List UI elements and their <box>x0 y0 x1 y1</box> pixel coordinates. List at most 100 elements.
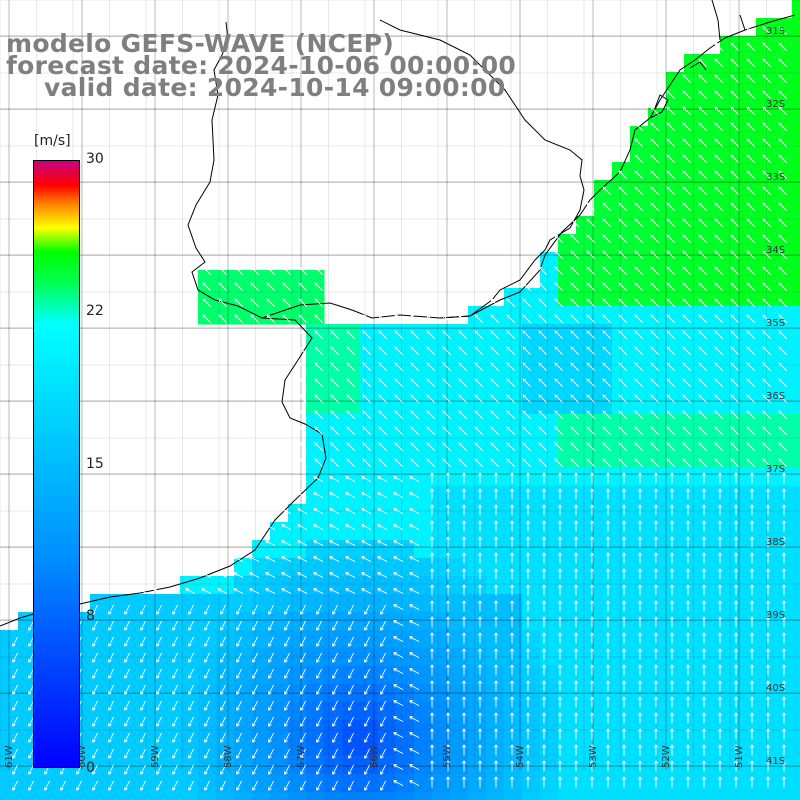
wind-arrow <box>332 604 338 615</box>
wind-arrow <box>750 536 754 548</box>
wind-arrow <box>522 410 531 419</box>
wind-arrow <box>298 330 307 339</box>
longitude-label: 60W <box>77 745 88 768</box>
wind-arrow <box>378 458 387 467</box>
wind-arrow <box>329 588 340 594</box>
wind-arrow <box>188 700 194 711</box>
field-cell <box>684 72 703 91</box>
field-cell <box>486 576 505 595</box>
field-cell <box>738 522 757 541</box>
field-cell <box>738 396 757 415</box>
wind-arrow <box>650 106 659 115</box>
wind-arrow <box>478 744 482 756</box>
wind-arrow <box>252 668 258 679</box>
wind-arrow <box>682 202 691 211</box>
wind-arrow <box>233 588 244 594</box>
wind-arrow <box>666 330 675 339</box>
wind-arrow <box>346 378 355 387</box>
wind-arrow <box>265 540 276 546</box>
wind-arrow <box>606 696 610 708</box>
wind-arrow <box>734 728 738 740</box>
field-cell <box>702 576 721 595</box>
field-cell <box>414 504 433 523</box>
field-cell <box>378 630 397 649</box>
wind-arrow <box>332 716 338 727</box>
field-cell <box>540 738 559 757</box>
river-path <box>649 0 746 119</box>
field-cell <box>324 378 343 397</box>
wind-arrow <box>462 760 466 772</box>
wind-arrow <box>650 314 659 323</box>
wind-arrow <box>554 282 563 291</box>
wind-arrow <box>542 664 546 676</box>
wind-arrow <box>409 636 420 642</box>
wind-arrow <box>409 572 420 578</box>
wind-arrow <box>622 616 626 628</box>
wind-arrow <box>204 748 210 759</box>
wind-arrow <box>634 186 643 195</box>
wind-arrow <box>124 604 130 615</box>
wind-arrow <box>156 604 162 615</box>
wind-arrow <box>590 744 594 756</box>
field-cell <box>648 468 667 487</box>
wind-arrow <box>762 442 771 451</box>
wind-arrow <box>682 74 691 83</box>
wind-arrow <box>300 780 306 791</box>
wind-arrow <box>574 728 578 740</box>
wind-arrow <box>718 696 722 708</box>
wind-arrow <box>220 700 226 711</box>
wind-arrow <box>750 504 754 516</box>
wind-arrow <box>558 488 562 500</box>
wind-arrow <box>730 410 739 419</box>
wind-arrow <box>510 632 514 644</box>
field-cell <box>216 702 235 721</box>
wind-arrow <box>478 776 482 788</box>
field-cell <box>630 432 649 451</box>
field-cell <box>72 792 91 800</box>
field-cell <box>666 342 685 361</box>
field-cell <box>486 702 505 721</box>
colorbar-unit: [m/s] <box>34 133 71 149</box>
wind-arrow <box>698 442 707 451</box>
latitude-label: 40S <box>766 683 785 694</box>
wind-arrow <box>430 648 434 660</box>
field-cell <box>792 432 800 451</box>
field-cell <box>738 144 757 163</box>
wind-arrow <box>766 488 770 500</box>
wind-arrow <box>188 716 194 727</box>
wind-arrow <box>618 346 627 355</box>
field-cell <box>414 432 433 451</box>
field-cell <box>540 360 559 379</box>
wind-arrow <box>762 90 771 99</box>
field-cell <box>306 522 325 541</box>
wind-arrow <box>590 616 594 628</box>
field-cell <box>198 630 217 649</box>
wind-arrow <box>140 780 146 791</box>
wind-arrow <box>670 504 674 516</box>
wind-arrow <box>281 588 292 594</box>
wind-arrow <box>329 508 340 514</box>
field-cell <box>522 414 541 433</box>
wind-arrow <box>300 652 306 663</box>
field-cell <box>558 234 577 253</box>
field-cell <box>288 666 307 685</box>
wind-arrow <box>474 378 483 387</box>
field-cell <box>774 522 793 541</box>
wind-arrow <box>586 202 595 211</box>
field-cell <box>792 288 800 307</box>
wind-arrow <box>634 234 643 243</box>
field-cell <box>756 666 775 685</box>
wind-arrow <box>622 584 626 596</box>
field-cell <box>198 774 217 793</box>
wind-arrow <box>188 684 194 695</box>
field-cell <box>180 630 199 649</box>
wind-arrow <box>380 732 386 743</box>
field-cell <box>306 288 325 307</box>
field-cell <box>774 306 793 325</box>
field-cell <box>486 558 505 577</box>
field-cell <box>576 216 595 235</box>
wind-arrow <box>714 250 723 259</box>
wind-arrow <box>313 556 324 562</box>
wind-arrow <box>12 668 18 679</box>
wind-arrow <box>714 154 723 163</box>
